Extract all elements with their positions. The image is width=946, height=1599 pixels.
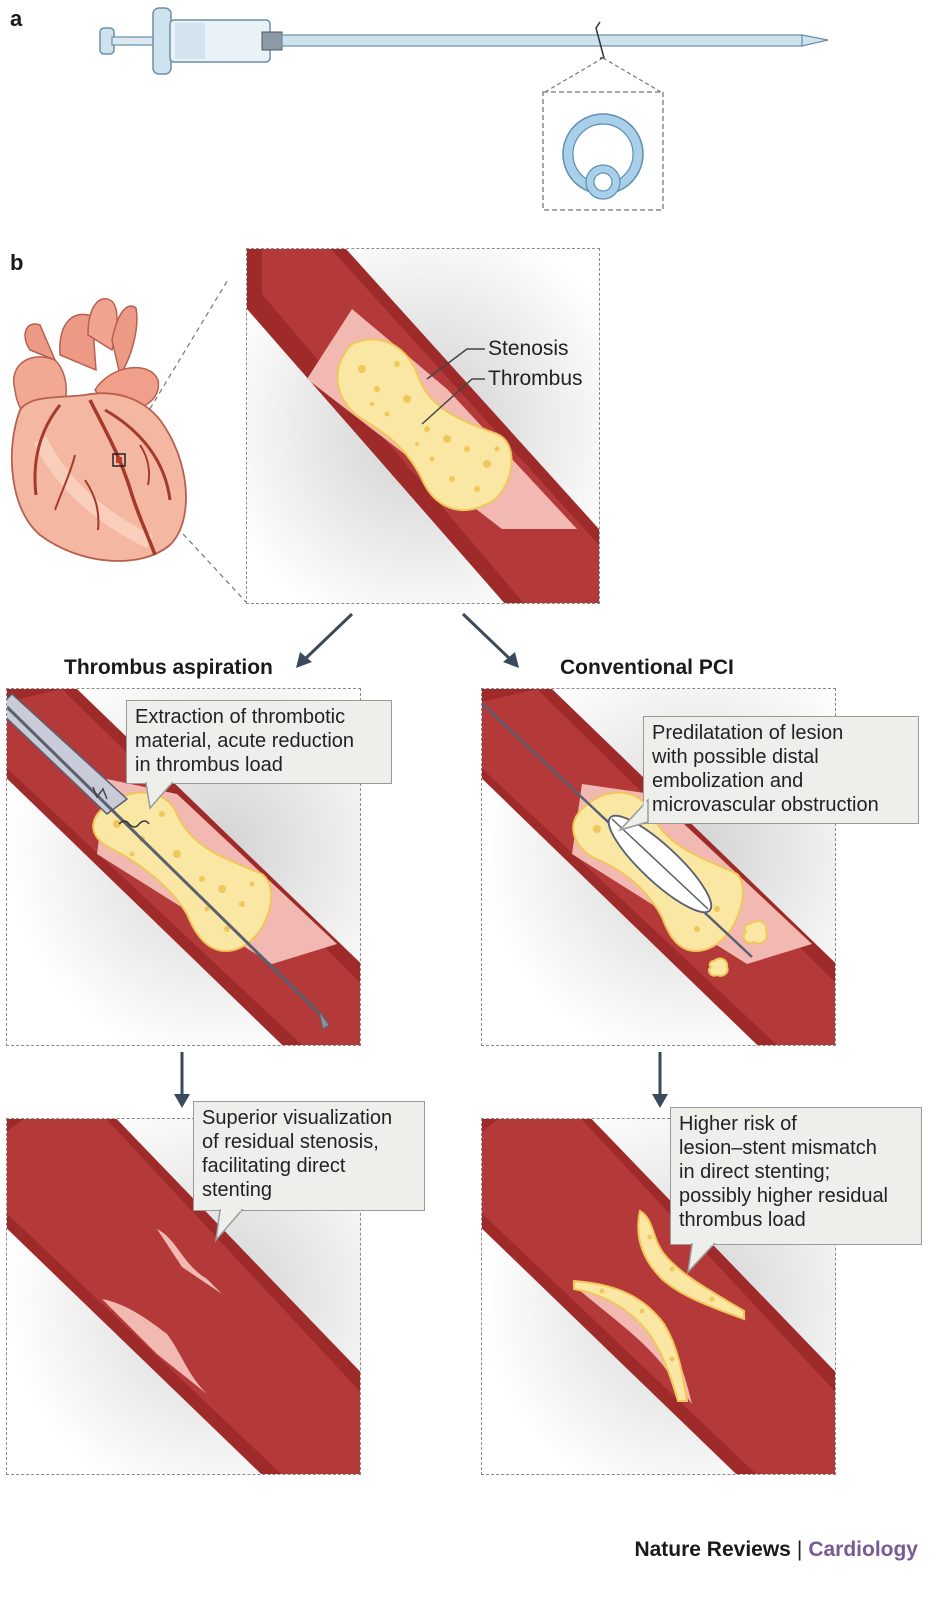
heart-icon — [10, 280, 247, 603]
syringe-illustration — [99, 7, 829, 211]
callout-line: facilitating direct — [202, 1155, 346, 1177]
publisher-name: Nature Reviews — [634, 1538, 791, 1561]
stenosis-label: Stenosis — [488, 337, 569, 360]
callout-line: stenting — [202, 1179, 273, 1201]
callout-aspiration-extraction: Extraction of thrombotic material, acute… — [126, 700, 392, 784]
thrombus-label: Thrombus — [488, 367, 583, 390]
callout-line: Extraction of thrombotic — [135, 706, 346, 728]
publisher-credit: Nature Reviews | Cardiology — [634, 1538, 918, 1562]
callout-line: lesion–stent mismatch — [679, 1137, 877, 1159]
callout-line: thrombus load — [679, 1209, 806, 1231]
journal-name: Cardiology — [808, 1538, 918, 1561]
callout-line: Predilatation of lesion — [652, 722, 844, 744]
heading-thrombus-aspiration: Thrombus aspiration — [64, 656, 273, 679]
aspiration-panel-2 — [6, 1118, 361, 1475]
callout-line: material, acute reduction — [135, 730, 355, 752]
callout-aspiration-visualization: Superior visualization of residual steno… — [193, 1101, 425, 1211]
callout-line: with possible distal — [652, 746, 819, 768]
callout-line: in thrombus load — [135, 754, 283, 776]
panel-label-a: a — [10, 6, 23, 31]
panel-label-b: b — [10, 250, 24, 275]
zoom-lesion-panel — [246, 248, 600, 604]
branch-arrows — [296, 612, 519, 668]
callout-line: of residual stenosis, — [202, 1131, 379, 1153]
callout-pci-predilatation: Predilatation of lesion with possible di… — [643, 716, 919, 824]
credit-separator: | — [796, 1538, 803, 1561]
down-arrow-icon — [652, 1052, 668, 1108]
down-arrow-icon — [174, 1052, 190, 1108]
callout-line: Higher risk of — [679, 1113, 797, 1135]
callout-line: in direct stenting; — [679, 1161, 831, 1183]
callout-pci-risk: Higher risk of lesion–stent mismatch in … — [670, 1107, 922, 1245]
heading-conventional-pci: Conventional PCI — [560, 656, 734, 679]
callout-line: Superior visualization — [202, 1107, 393, 1129]
callout-line: embolization and — [652, 770, 804, 792]
callout-line: possibly higher residual — [679, 1185, 889, 1207]
callout-line: microvascular obstruction — [652, 794, 879, 816]
